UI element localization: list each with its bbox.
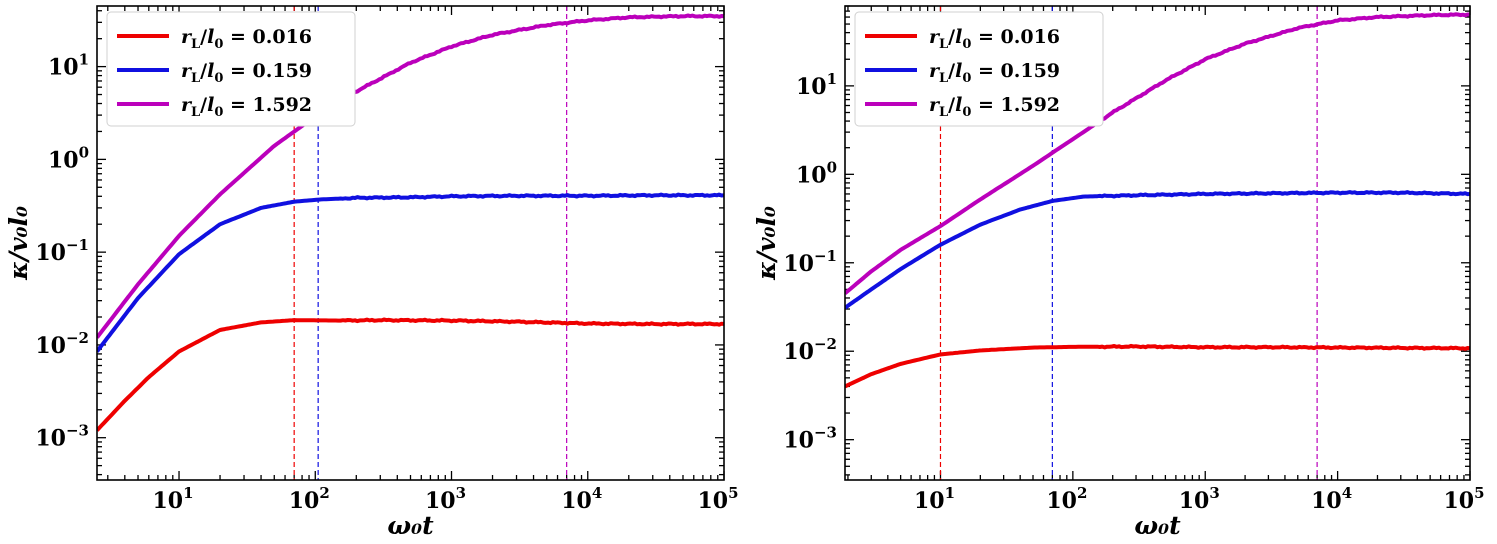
axis-ticks — [97, 6, 725, 480]
y-tick-label: 10−3 — [35, 422, 89, 452]
legend-entry: rL/l0 = 1.592 — [181, 94, 312, 120]
x-tick-label: 101 — [152, 484, 193, 514]
y-tick-label: 10−1 — [35, 236, 89, 266]
x-tick-label: 101 — [914, 484, 955, 514]
chart-panel-left: 101 102 103 104 105 10−3 10−2 10−1 100 101 ω₀t κ/v₀… — [4, 5, 739, 540]
series-line-2 — [97, 13, 724, 339]
legend-entry: rL/l0 = 1.592 — [929, 94, 1060, 120]
x-tick-label: 102 — [1046, 484, 1087, 514]
y-tick-label: 10−2 — [35, 329, 89, 359]
x-axis-label: ω₀t — [387, 511, 434, 540]
y-tick-label: 100 — [796, 158, 837, 188]
plot-frame — [844, 5, 1471, 481]
y-tick-label: 101 — [48, 51, 89, 81]
series-line-0 — [845, 343, 1470, 389]
series-line-2 — [845, 12, 1470, 295]
x-tick-label: 103 — [1179, 484, 1220, 514]
x-tick-label: 102 — [289, 484, 330, 514]
legend-entry: rL/l0 = 0.159 — [181, 60, 312, 86]
series-line-0 — [97, 317, 724, 432]
y-tick-label: 100 — [48, 143, 89, 173]
legend-entry: rL/l0 = 0.016 — [929, 26, 1060, 52]
x-tick-label: 103 — [425, 484, 466, 514]
legend: rL/l0 = 0.016 rL/l0 = 0.159 rL/l0 = 1.592 — [106, 11, 356, 127]
plot-frame — [96, 5, 725, 481]
x-axis-label: ω₀t — [1134, 511, 1181, 540]
y-tick-label: 101 — [796, 70, 837, 100]
series-line-1 — [845, 190, 1470, 310]
legend: rL/l0 = 0.016 rL/l0 = 0.159 rL/l0 = 1.592 — [854, 11, 1104, 127]
y-tick-label: 10−2 — [783, 335, 837, 365]
chart-panel-right: 101 102 103 104 105 10−3 10−2 10−1 100 101 ω₀t κ/v₀… — [752, 5, 1485, 540]
x-tick-label: 104 — [1311, 484, 1352, 514]
legend-entry: rL/l0 = 0.159 — [929, 60, 1060, 86]
series-line-1 — [97, 192, 724, 353]
x-tick-label: 104 — [561, 484, 602, 514]
y-axis-label: κ/v₀l₀ — [752, 206, 781, 281]
legend-entry: rL/l0 = 0.016 — [181, 26, 312, 52]
x-tick-label: 105 — [1443, 484, 1484, 514]
y-tick-label: 10−3 — [783, 424, 837, 454]
y-tick-label: 10−1 — [783, 247, 837, 277]
x-tick-label: 105 — [697, 484, 738, 514]
y-axis-label: κ/v₀l₀ — [4, 206, 33, 281]
